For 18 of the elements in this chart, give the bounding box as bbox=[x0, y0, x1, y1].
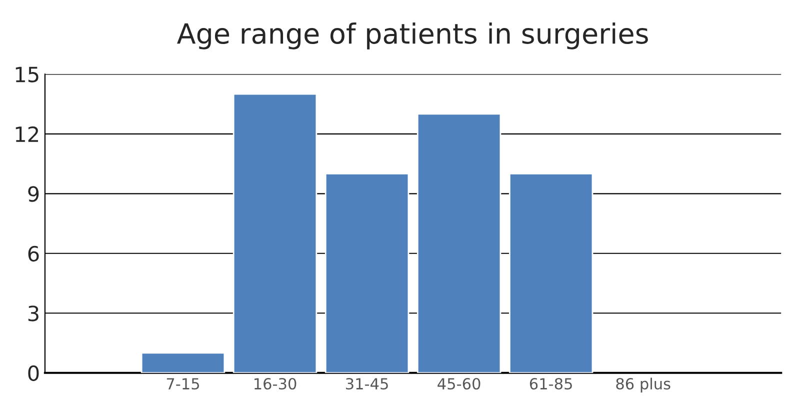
bar bbox=[508, 173, 594, 373]
x-tick-label: 31-45 bbox=[346, 378, 388, 390]
x-tick-label: 16-30 bbox=[254, 378, 296, 390]
y-tick-label: 15 bbox=[16, 66, 38, 82]
y-tick-label: 0 bbox=[28, 365, 39, 382]
chart-title: Age range of patients in surgeries bbox=[177, 22, 648, 50]
bar bbox=[324, 173, 410, 373]
bar bbox=[416, 113, 502, 373]
y-tick-label: 12 bbox=[16, 126, 38, 142]
x-tick-label: 61-85 bbox=[530, 378, 572, 390]
bar bbox=[140, 352, 226, 373]
y-tick-label: 9 bbox=[28, 186, 39, 202]
y-tick-label: 6 bbox=[28, 246, 39, 262]
x-tick-label: 7-15 bbox=[166, 378, 199, 390]
y-tick-label: 3 bbox=[28, 306, 38, 322]
x-tick-label: 86 plus bbox=[616, 378, 670, 393]
x-tick-label: 45-60 bbox=[438, 378, 480, 390]
bar bbox=[232, 93, 318, 373]
